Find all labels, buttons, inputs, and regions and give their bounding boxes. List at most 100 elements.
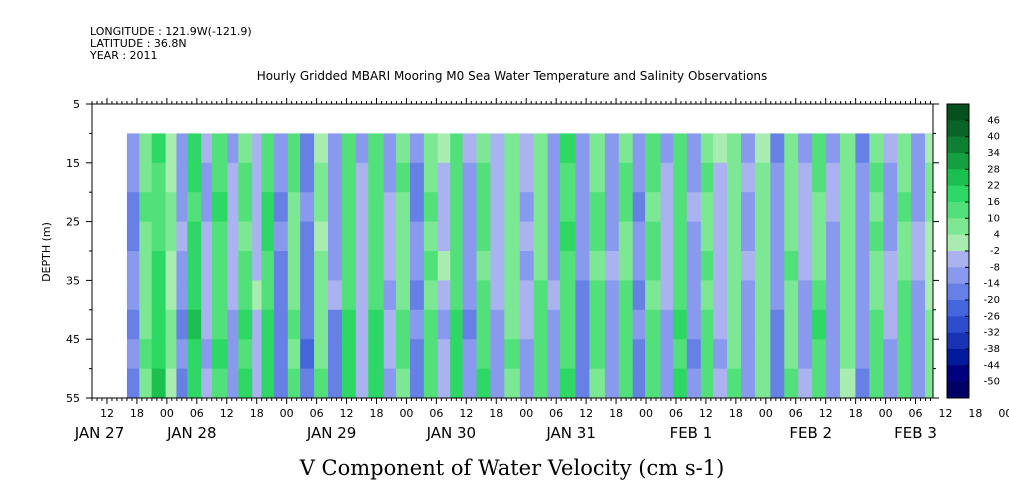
heatmap-cell: [383, 162, 397, 193]
heatmap-cell: [925, 251, 933, 281]
heatmap-cell: [519, 133, 535, 164]
heatmap-cell: [368, 251, 385, 281]
heatmap-cell: [165, 251, 177, 281]
heatmap-cell: [770, 368, 785, 398]
heatmap-cell: [727, 280, 742, 311]
heatmap-cell: [212, 162, 228, 193]
heatmap-cell: [227, 221, 239, 252]
heatmap-cell: [341, 192, 357, 222]
heatmap-cell: [575, 309, 590, 340]
colorbar-swatch: [947, 104, 969, 121]
heatmap-cell: [273, 309, 289, 340]
heatmap-cell: [770, 309, 785, 340]
heatmap-cell: [798, 221, 813, 252]
heatmap-cell: [287, 162, 301, 193]
heatmap-cell: [261, 133, 275, 164]
heatmap-cell: [547, 309, 561, 340]
heatmap-cell: [450, 339, 463, 369]
heatmap-cell: [727, 221, 742, 252]
heatmap-cell: [300, 162, 315, 193]
heatmap-cell: [519, 221, 535, 252]
heatmap-cell: [423, 309, 439, 340]
heatmap-cell: [151, 162, 166, 193]
heatmap-cell: [252, 251, 262, 281]
heatmap-cell: [560, 309, 576, 340]
heatmap-cell: [560, 221, 576, 252]
heatmap-cell: [645, 221, 661, 252]
heatmap-cell: [139, 162, 153, 193]
heatmap-cell: [632, 162, 646, 193]
heatmap-cell: [727, 368, 742, 398]
x-hour-label: 06: [789, 407, 803, 420]
heatmap-cell: [925, 309, 933, 340]
heatmap-cell: [126, 280, 140, 311]
heatmap-cell: [660, 309, 674, 340]
heatmap-cell: [368, 280, 385, 311]
heatmap-cell: [423, 339, 439, 369]
heatmap-cell: [589, 192, 606, 222]
heatmap-cell: [504, 221, 521, 252]
heatmap-cell: [740, 221, 756, 252]
heatmap-cell: [560, 339, 576, 369]
heatmap-cell: [812, 309, 827, 340]
heatmap-cell: [126, 192, 140, 222]
heatmap-cell: [227, 309, 239, 340]
heatmap-cell: [784, 339, 799, 369]
heatmap-cell: [784, 133, 799, 164]
heatmap-cell: [754, 162, 771, 193]
heatmap-cell: [754, 192, 771, 222]
heatmap-cell: [437, 280, 451, 311]
heatmap-cell: [700, 221, 714, 252]
heatmap-cell: [770, 133, 785, 164]
heatmap-cell: [575, 192, 590, 222]
heatmap-cell: [660, 192, 674, 222]
heatmap-cell: [396, 162, 411, 193]
heatmap-cell: [462, 309, 477, 340]
x-hour-label: 06: [190, 407, 204, 420]
heatmap-cell: [604, 133, 620, 164]
heatmap-cell: [618, 339, 634, 369]
heatmap-cell: [490, 280, 505, 311]
heatmap-cell: [355, 339, 369, 369]
heatmap-cell: [409, 368, 425, 398]
heatmap-cell: [187, 221, 202, 252]
colorbar-swatch: [947, 153, 969, 170]
heatmap-cell: [287, 192, 301, 222]
heatmap-cell: [328, 192, 343, 222]
heatmap-cell: [897, 339, 912, 369]
colorbar-label: 46: [987, 115, 1000, 126]
heatmap-cell: [911, 192, 926, 222]
heatmap-cell: [450, 133, 463, 164]
heatmap-cell: [227, 339, 239, 369]
x-hour-label: 06: [549, 407, 563, 420]
heatmap-cell: [911, 368, 926, 398]
heatmap-cell: [911, 309, 926, 340]
x-date-label: JAN 31: [545, 424, 596, 442]
heatmap-cell: [165, 162, 177, 193]
heatmap-cell: [423, 251, 439, 281]
heatmap-cell: [462, 133, 477, 164]
heatmap-cell: [383, 309, 397, 340]
heatmap-cell: [176, 221, 188, 252]
heatmap-cell: [238, 280, 253, 311]
heatmap-cell: [151, 368, 166, 398]
heatmap-cell: [826, 162, 841, 193]
heatmap-cell: [754, 368, 771, 398]
heatmap-cell: [519, 368, 535, 398]
heatmap-cell: [300, 309, 315, 340]
heatmap-cell: [238, 192, 253, 222]
heatmap-cell: [533, 280, 549, 311]
heatmap-cell: [533, 339, 549, 369]
heatmap-cell: [201, 192, 213, 222]
heatmap-cell: [504, 309, 521, 340]
heatmap-cell: [176, 162, 188, 193]
heatmap-cell: [252, 133, 262, 164]
heatmap-cell: [632, 280, 646, 311]
heatmap-cell: [368, 339, 385, 369]
heatmap-cell: [855, 339, 870, 369]
heatmap-cell: [604, 280, 620, 311]
heatmap-cell: [165, 280, 177, 311]
heatmap-cell: [925, 368, 933, 398]
heatmap-cell: [826, 368, 841, 398]
heatmap-cell: [686, 192, 702, 222]
